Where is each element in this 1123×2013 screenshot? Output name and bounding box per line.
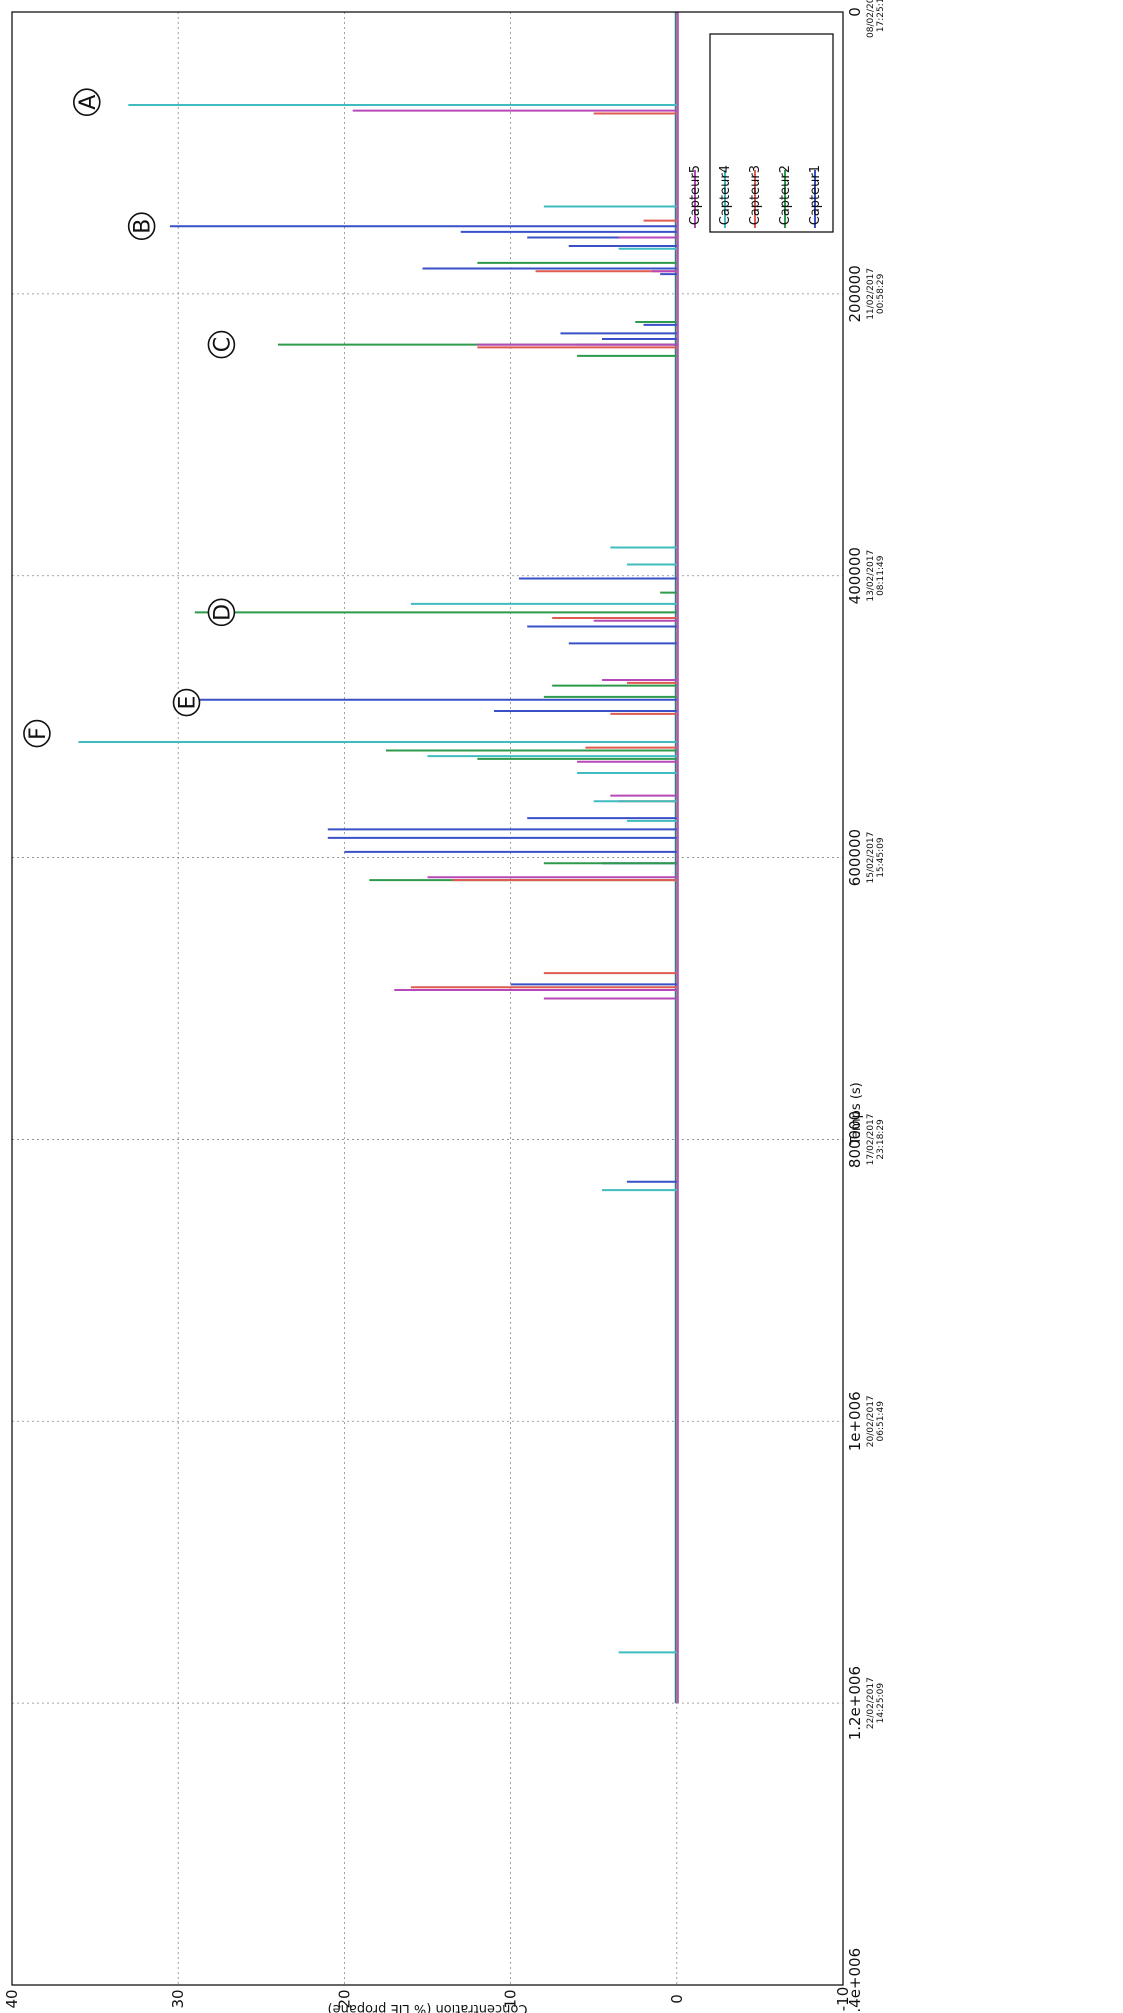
x-tick-label: 1.2e+006 bbox=[846, 1666, 864, 1740]
y-tick-label: 0 bbox=[668, 1994, 686, 2004]
legend: Capteur1 Capteur2 Capteur3 Capteur4 Capteur5 bbox=[688, 33, 834, 233]
legend-label-Capteur5: Capteur5 bbox=[688, 165, 703, 225]
x-tick-label: 0 bbox=[846, 7, 864, 17]
annotation-label-E: E bbox=[176, 696, 201, 710]
annotation-circle-C bbox=[207, 330, 236, 359]
x-tick-label: 800000 bbox=[846, 1111, 864, 1168]
y-tick-label: 40 bbox=[3, 1989, 21, 2008]
legend-label-Capteur4: Capteur4 bbox=[718, 165, 733, 225]
x-tick-time: 14:25:09 bbox=[876, 1683, 886, 1724]
legend-label-Capteur1: Capteur1 bbox=[808, 165, 823, 225]
plot-frame bbox=[11, 11, 844, 1986]
x-tick-date: 13/02/2017 bbox=[866, 550, 876, 602]
x-tick-date: 15/02/2017 bbox=[866, 832, 876, 884]
y-tick-label: 20 bbox=[335, 1989, 353, 2008]
x-tick-label: 1e+006 bbox=[846, 1391, 864, 1451]
annotation-label-B: B bbox=[131, 219, 156, 234]
legend-label-Capteur3: Capteur3 bbox=[748, 165, 763, 225]
annotation-label-D: D bbox=[210, 604, 235, 621]
x-tick-label: 600000 bbox=[846, 829, 864, 886]
x-tick-time: 23:18:29 bbox=[876, 1119, 886, 1160]
annotation-label-C: C bbox=[210, 337, 235, 352]
annotation-circle-B bbox=[127, 212, 156, 241]
legend-box bbox=[709, 33, 834, 233]
annotation-circle-D bbox=[207, 598, 236, 627]
annotation-label-F: F bbox=[26, 727, 51, 740]
annotation-circle-F bbox=[23, 719, 51, 748]
annotations: A B C D E F bbox=[23, 88, 236, 748]
y-tick-label: 30 bbox=[169, 1989, 187, 2008]
x-tick-date: 11/02/2017 bbox=[866, 268, 876, 320]
x-tick-date: 17/02/2017 bbox=[866, 1113, 876, 1165]
x-tick-date: 08/02/2017 bbox=[866, 0, 876, 38]
x-tick-time: 08:11:49 bbox=[876, 555, 886, 596]
legend-label-Capteur2: Capteur2 bbox=[778, 165, 793, 225]
x-tick-date: 20/02/2017 bbox=[866, 1395, 876, 1447]
x-tick-label: 400000 bbox=[846, 547, 864, 604]
x-tick-time: 00:58:29 bbox=[876, 273, 886, 314]
y-tick-label: -10 bbox=[834, 1987, 852, 2012]
series-lines bbox=[78, 12, 679, 1704]
annotation-circle-A bbox=[72, 88, 101, 116]
annotation-circle-E bbox=[172, 688, 201, 717]
y-tick-label: 10 bbox=[502, 1989, 520, 2008]
x-tick-label: 1.4e+006 bbox=[846, 1948, 864, 2013]
x-tick-time: 06:51:49 bbox=[876, 1401, 886, 1442]
x-tick-time: 17:25:10 bbox=[876, 0, 886, 32]
y-axis-title: Concentration (% LIE propane) bbox=[328, 2001, 528, 2013]
grid-lines bbox=[12, 12, 843, 1985]
x-tick-time: 15:45:09 bbox=[876, 837, 886, 878]
x-tick-label: 200000 bbox=[846, 265, 864, 322]
x-axis-title: Temps (s) bbox=[849, 1082, 864, 1145]
annotation-label-A: A bbox=[76, 95, 101, 110]
x-tick-date: 22/02/2017 bbox=[866, 1677, 876, 1729]
